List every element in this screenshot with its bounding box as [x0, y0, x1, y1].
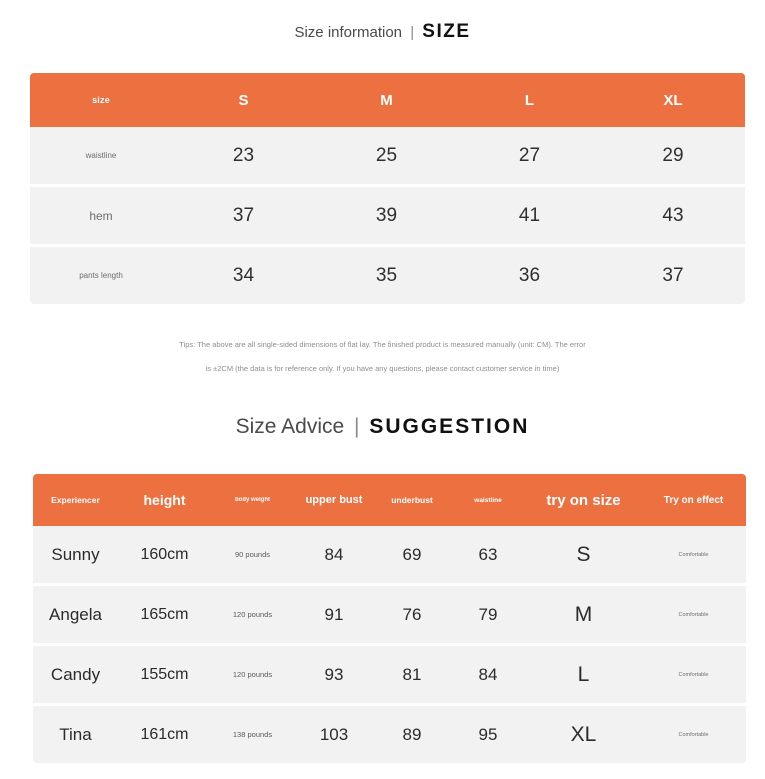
cell-try-on-size-angela: M [574, 602, 593, 626]
cell-name-candy: Candy [50, 664, 101, 684]
size-table-header-m: M [380, 91, 393, 109]
suggestion-heading-strong: SUGGESTION [369, 415, 530, 438]
size-advice-table: Experiencer height body weight upper bus… [33, 474, 746, 763]
cell-underbust-sunny: 69 [402, 544, 422, 564]
cell-hem-s: 37 [232, 204, 255, 226]
suggestion-heading-separator: | [354, 415, 360, 438]
cell-underbust-candy: 81 [402, 664, 422, 684]
advice-table-header-row: Experiencer height body weight upper bus… [33, 474, 746, 526]
cell-waistline-candy: 84 [478, 664, 498, 684]
cell-weight-tina: 138 pounds [232, 730, 273, 739]
row-label-pants-length: pants length [79, 271, 123, 280]
measurement-tips: Tips: The above are all single-sided dim… [0, 333, 765, 381]
advice-header-underbust: underbust [391, 495, 433, 505]
cell-weight-candy: 120 pounds [232, 670, 273, 679]
table-row: Tina 161cm 138 pounds 103 89 95 XL Comfo… [33, 703, 746, 763]
cell-pants-length-xl: 37 [662, 264, 684, 286]
table-row: Candy 155cm 120 pounds 93 81 84 L Comfor… [33, 643, 746, 703]
cell-try-on-size-candy: L [577, 662, 590, 686]
cell-waistline-m: 25 [375, 144, 398, 166]
cell-height-sunny: 160cm [140, 545, 189, 563]
table-row: pants length 34 35 36 37 [30, 244, 745, 304]
cell-hem-l: 41 [518, 204, 541, 226]
cell-weight-sunny: 90 pounds [234, 550, 271, 559]
tips-line-2: is ±2CM (the data is for reference only.… [205, 364, 560, 373]
advice-header-upper-bust: upper bust [305, 494, 363, 506]
advice-header-body-weight: body weight [235, 497, 270, 503]
cell-try-on-effect-angela: Comfortable [678, 611, 709, 618]
advice-header-try-on-effect: Try on effect [663, 494, 724, 506]
cell-waistline-sunny: 63 [478, 544, 498, 564]
size-heading-lead: Size information [294, 24, 403, 41]
cell-height-candy: 155cm [140, 665, 189, 683]
table-row: Angela 165cm 120 pounds 91 76 79 M Comfo… [33, 583, 746, 643]
suggestion-heading-lead: Size Advice [235, 415, 345, 438]
cell-waistline-angela: 79 [478, 604, 498, 624]
size-advice-heading: Size Advice | SUGGESTION [0, 415, 765, 439]
size-heading-separator: | [410, 24, 415, 41]
table-row: waistline 23 25 27 29 [30, 127, 745, 184]
cell-hem-xl: 43 [662, 204, 684, 226]
size-table-header-xl: XL [663, 91, 683, 109]
size-table-header-row: size S M L XL [30, 73, 745, 127]
cell-waistline-s: 23 [232, 144, 255, 166]
size-information-table: size S M L XL waistline 23 25 27 29 hem … [30, 73, 745, 304]
cell-waistline-tina: 95 [478, 724, 498, 744]
size-information-heading: Size information | SIZE [0, 21, 765, 43]
cell-underbust-angela: 76 [402, 604, 422, 624]
cell-hem-m: 39 [375, 204, 398, 226]
cell-try-on-effect-candy: Comfortable [678, 671, 709, 678]
cell-pants-length-m: 35 [375, 264, 398, 286]
cell-try-on-size-sunny: S [576, 542, 591, 566]
advice-header-experiencer: Experiencer [51, 495, 100, 505]
cell-name-sunny: Sunny [51, 544, 100, 564]
cell-try-on-size-tina: XL [570, 722, 597, 746]
cell-pants-length-l: 36 [518, 264, 541, 286]
cell-pants-length-s: 34 [232, 264, 255, 286]
cell-name-tina: Tina [59, 724, 92, 744]
size-table-header-size: size [92, 95, 110, 105]
cell-upper-bust-candy: 93 [324, 664, 344, 684]
size-table-header-s: S [238, 91, 249, 109]
advice-header-try-on-size: try on size [546, 491, 621, 509]
cell-height-tina: 161cm [140, 725, 189, 743]
row-label-hem: hem [89, 208, 113, 223]
cell-waistline-xl: 29 [662, 144, 684, 166]
cell-try-on-effect-sunny: Comfortable [678, 551, 709, 558]
cell-try-on-effect-tina: Comfortable [678, 731, 709, 738]
cell-height-angela: 165cm [140, 605, 189, 623]
size-heading-strong: SIZE [422, 21, 471, 42]
table-row: Sunny 160cm 90 pounds 84 69 63 S Comfort… [33, 526, 746, 583]
cell-upper-bust-tina: 103 [319, 724, 349, 744]
cell-underbust-tina: 89 [402, 724, 422, 744]
cell-waistline-l: 27 [518, 144, 541, 166]
tips-line-1: Tips: The above are all single-sided dim… [179, 340, 586, 349]
cell-upper-bust-sunny: 84 [324, 544, 344, 564]
table-row: hem 37 39 41 43 [30, 184, 745, 244]
size-table-header-l: L [524, 91, 535, 109]
advice-header-waistline: waistline [474, 496, 502, 504]
cell-name-angela: Angela [49, 604, 102, 624]
advice-header-height: height [143, 492, 186, 508]
cell-upper-bust-angela: 91 [324, 604, 344, 624]
cell-weight-angela: 120 pounds [232, 610, 273, 619]
row-label-waistline: waistline [85, 151, 117, 160]
